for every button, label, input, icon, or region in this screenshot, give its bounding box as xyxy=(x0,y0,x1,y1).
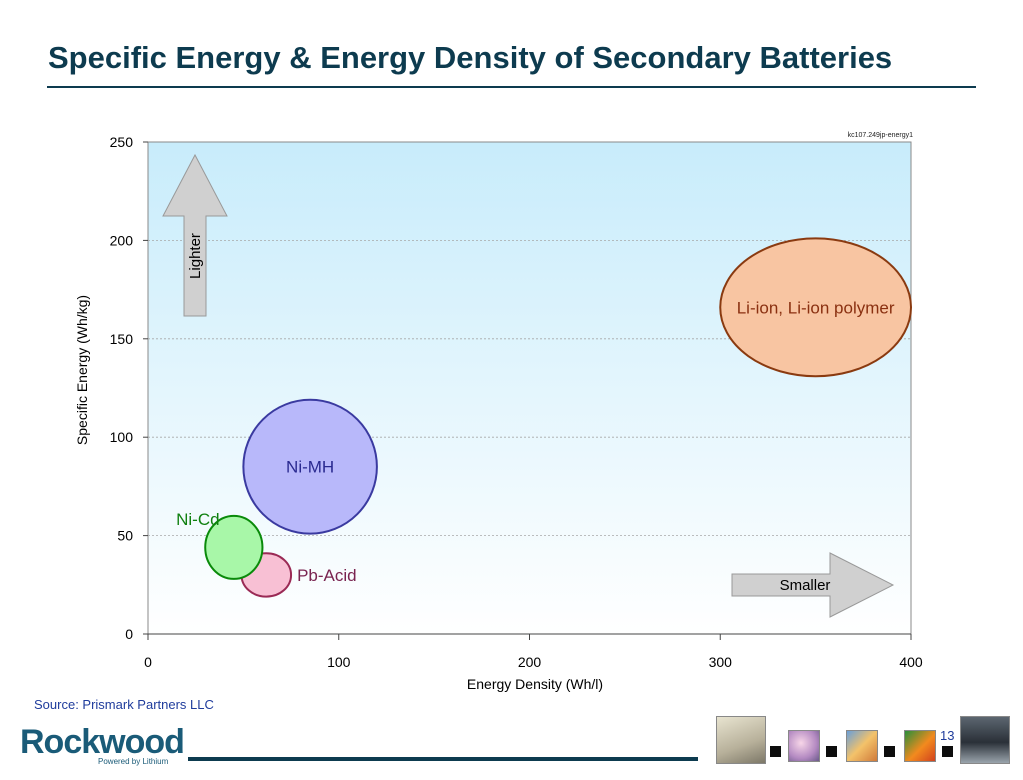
thumbnail-image xyxy=(960,716,1010,764)
rockwood-logo: Rockwood Powered by Lithium xyxy=(20,724,185,768)
chart-code-label: kc107.249jp-energy1 xyxy=(848,132,913,139)
x-tick-label: 0 xyxy=(144,654,152,670)
y-tick-label: 0 xyxy=(125,626,133,642)
thumbnail-separator-icon xyxy=(770,746,781,757)
footer-divider xyxy=(188,757,698,761)
x-tick-label: 200 xyxy=(518,654,542,670)
title-divider xyxy=(47,86,976,88)
y-tick-label: 50 xyxy=(117,528,133,544)
y-tick-label: 200 xyxy=(110,232,134,248)
y-tick-label: 150 xyxy=(110,331,134,347)
thumbnail-image xyxy=(716,716,766,764)
bubble-ni-cd xyxy=(204,514,264,580)
y-axis-title: Specific Energy (Wh/kg) xyxy=(74,295,90,445)
x-tick-label: 100 xyxy=(327,654,351,670)
thumbnail-image xyxy=(846,730,878,762)
bubble-label: Li-ion, Li-ion polymer xyxy=(737,298,895,317)
x-tick-label: 300 xyxy=(709,654,733,670)
bubble-label: Ni-Cd xyxy=(176,510,219,529)
x-tick-label: 400 xyxy=(899,654,923,670)
bubble-label: Pb-Acid xyxy=(297,566,357,585)
thumbnail-separator-icon xyxy=(826,746,837,757)
thumbnail-image xyxy=(788,730,820,762)
thumbnail-separator-icon xyxy=(884,746,895,757)
logo-wordmark: Rockwood xyxy=(20,723,185,761)
thumbnail-image xyxy=(904,730,936,762)
bubble-chart: 0 50 100 150 200 250 0 100 200 300 400 Lighter Smal… xyxy=(74,132,923,692)
x-axis-title: Energy Density (Wh/l) xyxy=(467,676,603,692)
smaller-label: Smaller xyxy=(780,577,831,594)
bubble-li-ion-li-ion-polymer xyxy=(719,237,912,378)
thumbnail-separator-icon xyxy=(942,746,953,757)
logo-tagline: Powered by Lithium xyxy=(98,757,169,766)
lighter-arrow xyxy=(162,153,228,317)
plot-area xyxy=(147,141,912,635)
lighter-label: Lighter xyxy=(187,233,204,279)
y-tick-label: 100 xyxy=(110,429,134,445)
slide-title: Specific Energy & Energy Density of Seco… xyxy=(48,40,893,75)
source-note: Source: Prismark Partners LLC xyxy=(34,697,214,712)
bubble-label: Ni-MH xyxy=(286,458,334,477)
smaller-arrow xyxy=(731,552,895,618)
page-number: 13 xyxy=(940,728,955,743)
y-tick-label: 250 xyxy=(110,134,134,150)
bubble-ni-mh xyxy=(242,398,378,535)
